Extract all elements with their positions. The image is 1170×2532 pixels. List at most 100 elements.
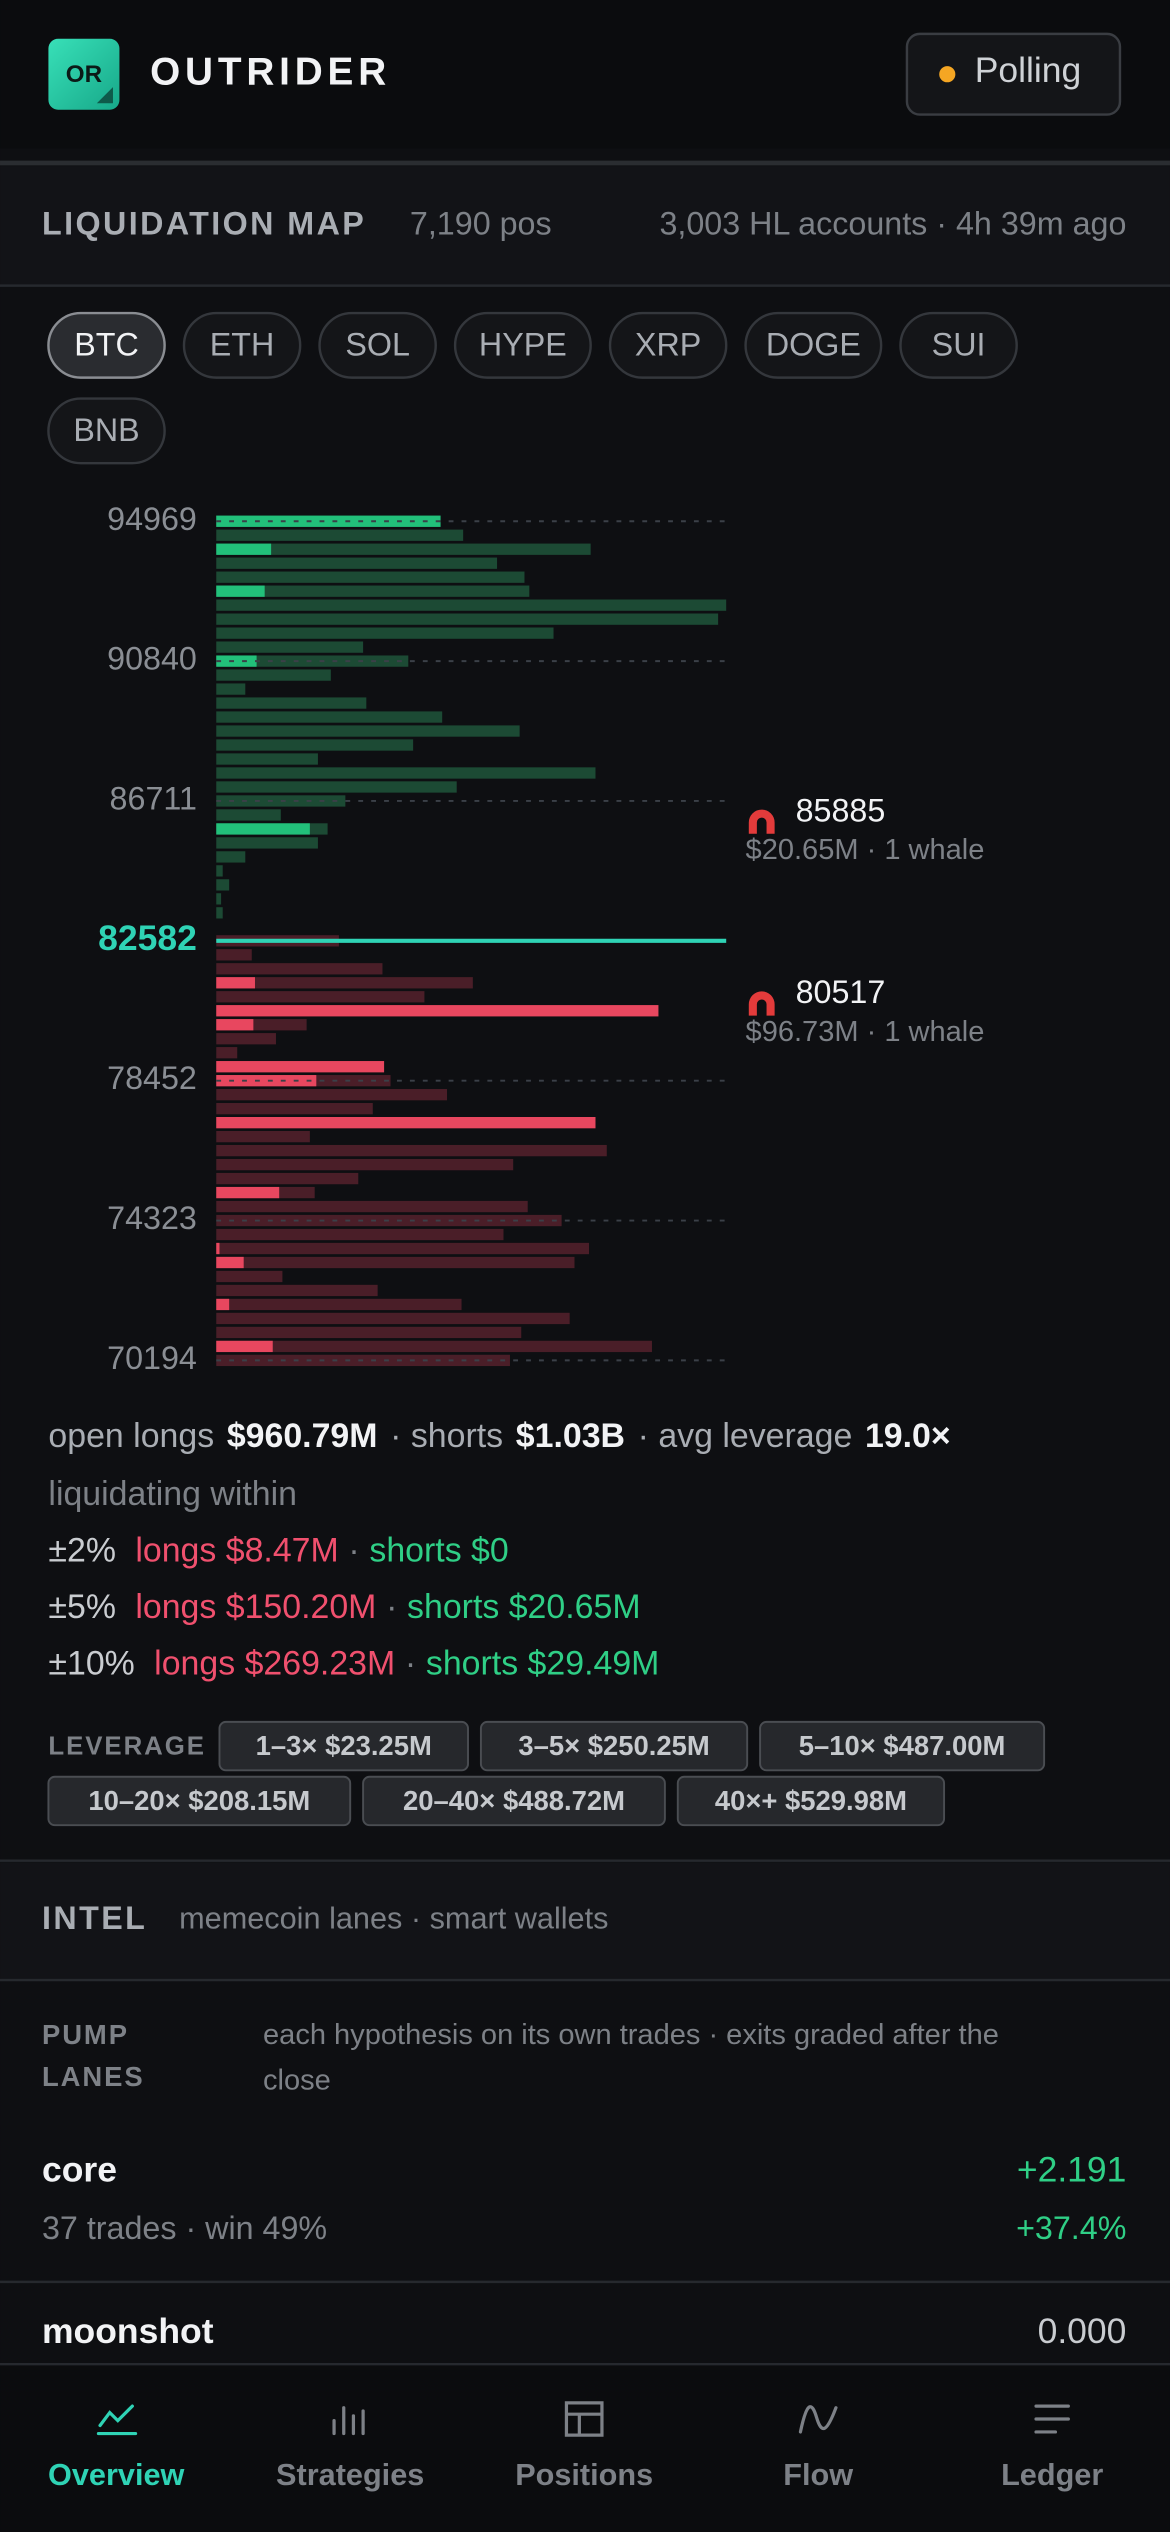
chip [676,1775,946,1827]
range: ±5% [48,1588,116,1626]
chip [47,1775,352,1827]
chip-label: 1–3× $23.25M [256,1730,432,1761]
section-header [0,1862,1170,1981]
annotation-note: $20.65M · 1 whale [746,834,985,866]
liquidation-bar [216,655,409,667]
tab[interactable] [318,311,437,379]
tab[interactable] [47,311,166,379]
y-tick-label: 74323 [107,1200,197,1236]
shorts: shorts $0 [369,1531,508,1569]
nav-label[interactable]: Ledger [1001,2458,1103,2492]
liquidation-bar [216,1256,575,1269]
lane-pnl: +2.191 [1017,2150,1127,2190]
chip-label: 10–20× $208.15M [88,1785,310,1816]
liquidation-bar [216,571,525,583]
liquidation-bar [216,599,727,611]
liquidation-bar [216,711,443,723]
liquidation-bar [216,1158,514,1171]
nav-label[interactable]: Overview [48,2458,184,2492]
liquidation-bar [216,1228,504,1241]
lane-name[interactable]: moonshot [42,2311,214,2351]
chip [362,1775,666,1827]
liquidation-bar [216,655,257,667]
liquidation-bar [216,1019,307,1031]
tab-label[interactable]: HYPE [479,326,567,362]
tab[interactable] [453,311,592,379]
longs: longs $8.47M [135,1531,338,1569]
liquidation-bar [216,1200,528,1213]
annotation-value: 85885 [796,792,886,828]
nav-label[interactable]: Strategies [276,2458,424,2492]
tab[interactable] [744,311,883,379]
nav-label[interactable]: Flow [783,2458,853,2492]
status-text[interactable]: Polling [975,50,1082,90]
tab-label[interactable]: ETH [210,326,275,362]
liquidation-bar [216,543,272,555]
liquidation-bar [216,585,265,597]
tab[interactable] [182,311,302,379]
liquidation-bar [216,1214,562,1227]
liquidation-bar [216,627,554,639]
tab-label[interactable]: BTC [74,326,139,362]
tab-label[interactable]: DOGE [766,326,861,362]
accounts-info: 3,003 HL accounts · 4h 39m ago [659,205,1126,241]
liquidation-bar [216,781,457,793]
liquidation-bar [216,1298,462,1311]
liquidation-bar [216,823,310,835]
liquidation-bar [216,669,331,681]
tab-label[interactable]: XRP [635,326,701,362]
shorts: shorts $20.65M [407,1588,641,1626]
liquidation-bar [216,1144,607,1157]
logo-corner [96,87,113,104]
liquidation-bar [216,907,223,919]
liquidation-bar [216,641,364,653]
liquidation-bar [216,1061,385,1073]
liquidation-bar [216,585,530,597]
chip [759,1720,1046,1772]
chip-label: 40×+ $529.98M [715,1785,907,1816]
nav-label[interactable]: Positions [515,2458,653,2492]
liquidation-bar [216,879,230,891]
liquidation-bar [216,613,719,625]
tab-label[interactable]: SUI [932,326,986,362]
liquidation-bar [216,1340,652,1353]
value: 19.0× [865,1417,951,1455]
annotation-value: 80517 [796,974,886,1010]
liquidation-bar [216,1116,596,1129]
magnet-icon [748,809,775,834]
tab-label[interactable]: SOL [345,326,410,362]
liquidation-bar [216,865,223,877]
asset-tabs: BTC ETH SOL HYPE XRP DOGE SUI BNB [47,311,1018,465]
lane-heading: LANES [42,2061,145,2092]
longs: longs $150.20M [135,1588,376,1626]
status-button[interactable] [905,32,1122,116]
lane-name[interactable]: core [42,2150,117,2190]
y-tick-label: 94969 [107,501,197,537]
lane-heading: PUMP [42,2019,129,2050]
icon-overview [96,2404,138,2436]
lane-pct: +37.4% [1016,2210,1126,2246]
y-tick-label: 78452 [107,1060,197,1096]
longs: longs $269.23M [154,1644,395,1682]
liquidation-bar [216,1033,276,1045]
tab[interactable] [608,311,728,379]
liquidation-bar [216,753,318,765]
tab[interactable] [47,397,166,465]
liquidation-bar [216,977,473,989]
within-label: liquidating within [48,1475,297,1513]
nav-items: Overview Strategies Positions Flow Ledger [48,2458,1103,2492]
liquidation-bar [216,1312,570,1325]
y-tick-label: 70194 [107,1340,197,1376]
tab[interactable] [899,311,1018,379]
liquidation-bar [216,809,281,821]
label: · avg leverage [638,1417,853,1455]
positions-count: 7,190 pos [410,205,552,241]
liquidation-bar [216,1256,244,1269]
icon-strategies [332,2406,365,2436]
tab-label[interactable]: BNB [73,412,139,448]
liquidation-bar [216,1242,220,1255]
liquidation-bar [216,893,222,905]
app-title: OUTRIDER [150,50,391,93]
within-rows: ±2% longs $8.47M · shorts $0 ±5% longs $150.2… [48,1531,659,1682]
